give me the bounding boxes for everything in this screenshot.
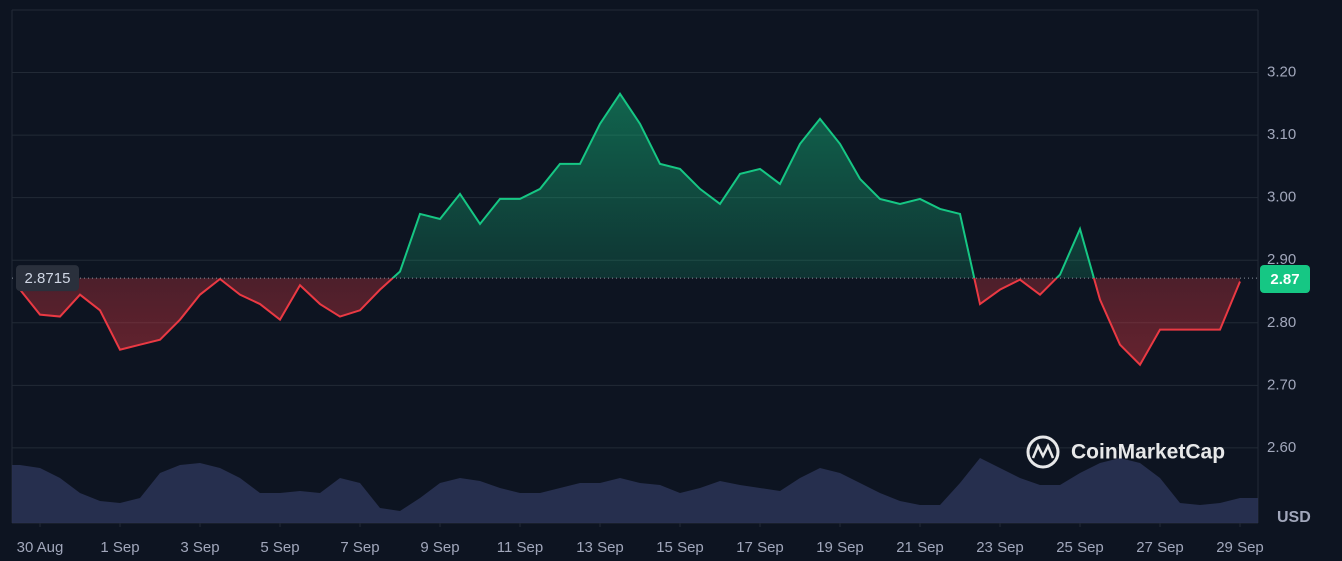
watermark-logo-mark xyxy=(1031,442,1055,459)
plot-layer xyxy=(12,92,1258,367)
price-label: 2.87 xyxy=(1270,271,1299,288)
x-tick-label: 19 Sep xyxy=(816,539,864,556)
price-line-up xyxy=(219,92,1095,279)
y-tick-label: 3.00 xyxy=(1267,189,1296,206)
area-up xyxy=(392,93,1094,279)
x-tick-label: 5 Sep xyxy=(260,539,299,556)
y-tick-label: 3.10 xyxy=(1267,126,1296,143)
y-tick-label: 2.60 xyxy=(1267,439,1296,456)
x-tick-label: 9 Sep xyxy=(420,539,459,556)
x-tick-label: 3 Sep xyxy=(180,539,219,556)
x-tick-label: 25 Sep xyxy=(1056,539,1104,556)
x-tick-label: 17 Sep xyxy=(736,539,784,556)
price-line-down xyxy=(19,278,1241,367)
x-tick-label: 30 Aug xyxy=(17,539,64,556)
y-tick-label: 3.20 xyxy=(1267,64,1296,81)
volume-area xyxy=(12,458,1258,523)
watermark: CoinMarketCap xyxy=(1026,435,1225,469)
watermark-text: CoinMarketCap xyxy=(1071,441,1225,464)
x-tick-label: 11 Sep xyxy=(497,539,543,556)
x-tick-label: 29 Sep xyxy=(1216,539,1264,556)
currency-label: USD xyxy=(1277,509,1311,526)
y-tick-label: 2.90 xyxy=(1267,251,1296,268)
baseline-label: 2.8715 xyxy=(25,270,71,287)
x-tick-label: 7 Sep xyxy=(340,539,379,556)
y-tick-label: 2.80 xyxy=(1267,314,1296,331)
x-tick-label: 23 Sep xyxy=(976,539,1024,556)
x-tick-label: 21 Sep xyxy=(896,539,944,556)
x-tick-label: 13 Sep xyxy=(576,539,624,556)
price-label-box xyxy=(1260,265,1310,294)
watermark-logo xyxy=(1026,435,1060,469)
volume-layer xyxy=(12,458,1258,523)
x-tick-label: 1 Sep xyxy=(100,539,139,556)
x-tick-label: 27 Sep xyxy=(1136,539,1184,556)
y-tick-label: 2.70 xyxy=(1267,376,1296,393)
baseline-label-box xyxy=(16,265,79,292)
area-down xyxy=(20,278,1240,365)
labels: 2.60 2.70 2.80 2.90 3.00 3.10 3.20 30 Aug 1 Sep 3… xyxy=(16,64,1310,556)
x-tick-label: 15 Sep xyxy=(656,539,704,556)
